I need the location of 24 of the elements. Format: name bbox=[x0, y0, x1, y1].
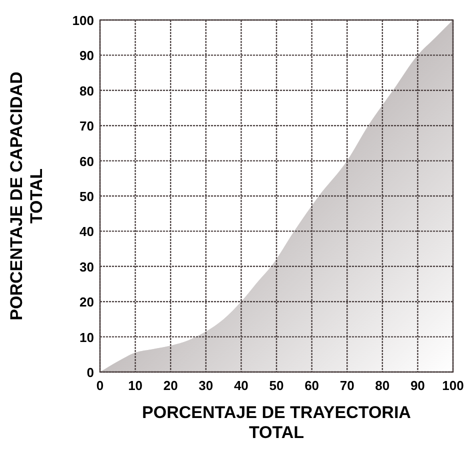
x-tick-label: 0 bbox=[96, 378, 104, 393]
y-tick-label: 80 bbox=[80, 83, 94, 98]
x-tick-label: 90 bbox=[410, 378, 425, 393]
y-axis-title: PORCENTAJE DE CAPACIDAD TOTAL bbox=[7, 72, 46, 320]
y-tick-label: 40 bbox=[80, 224, 94, 240]
y-tick-label: 50 bbox=[80, 189, 94, 204]
y-tick-label: 0 bbox=[86, 365, 94, 380]
y-tick-label: 10 bbox=[80, 330, 94, 345]
y-tick-label: 30 bbox=[80, 259, 94, 274]
y-tick-label: 20 bbox=[80, 294, 94, 310]
x-tick-label: 20 bbox=[163, 378, 178, 393]
x-tick-label: 30 bbox=[198, 378, 214, 393]
y-tick-label: 90 bbox=[80, 48, 94, 64]
y-tick-label: 60 bbox=[80, 154, 94, 169]
x-tick-label: 80 bbox=[375, 378, 390, 393]
y-tick-label: 100 bbox=[72, 13, 94, 28]
x-tick-label: 100 bbox=[442, 378, 464, 393]
x-tick-label: 60 bbox=[304, 378, 320, 393]
x-tick-label: 70 bbox=[340, 378, 354, 393]
x-tick-label: 50 bbox=[269, 378, 284, 393]
x-tick-label: 40 bbox=[234, 378, 248, 393]
x-axis-title: PORCENTAJE DE TRAYECTORIA TOTAL bbox=[142, 403, 411, 442]
y-tick-label: 70 bbox=[80, 118, 94, 134]
x-tick-label: 10 bbox=[128, 378, 143, 393]
